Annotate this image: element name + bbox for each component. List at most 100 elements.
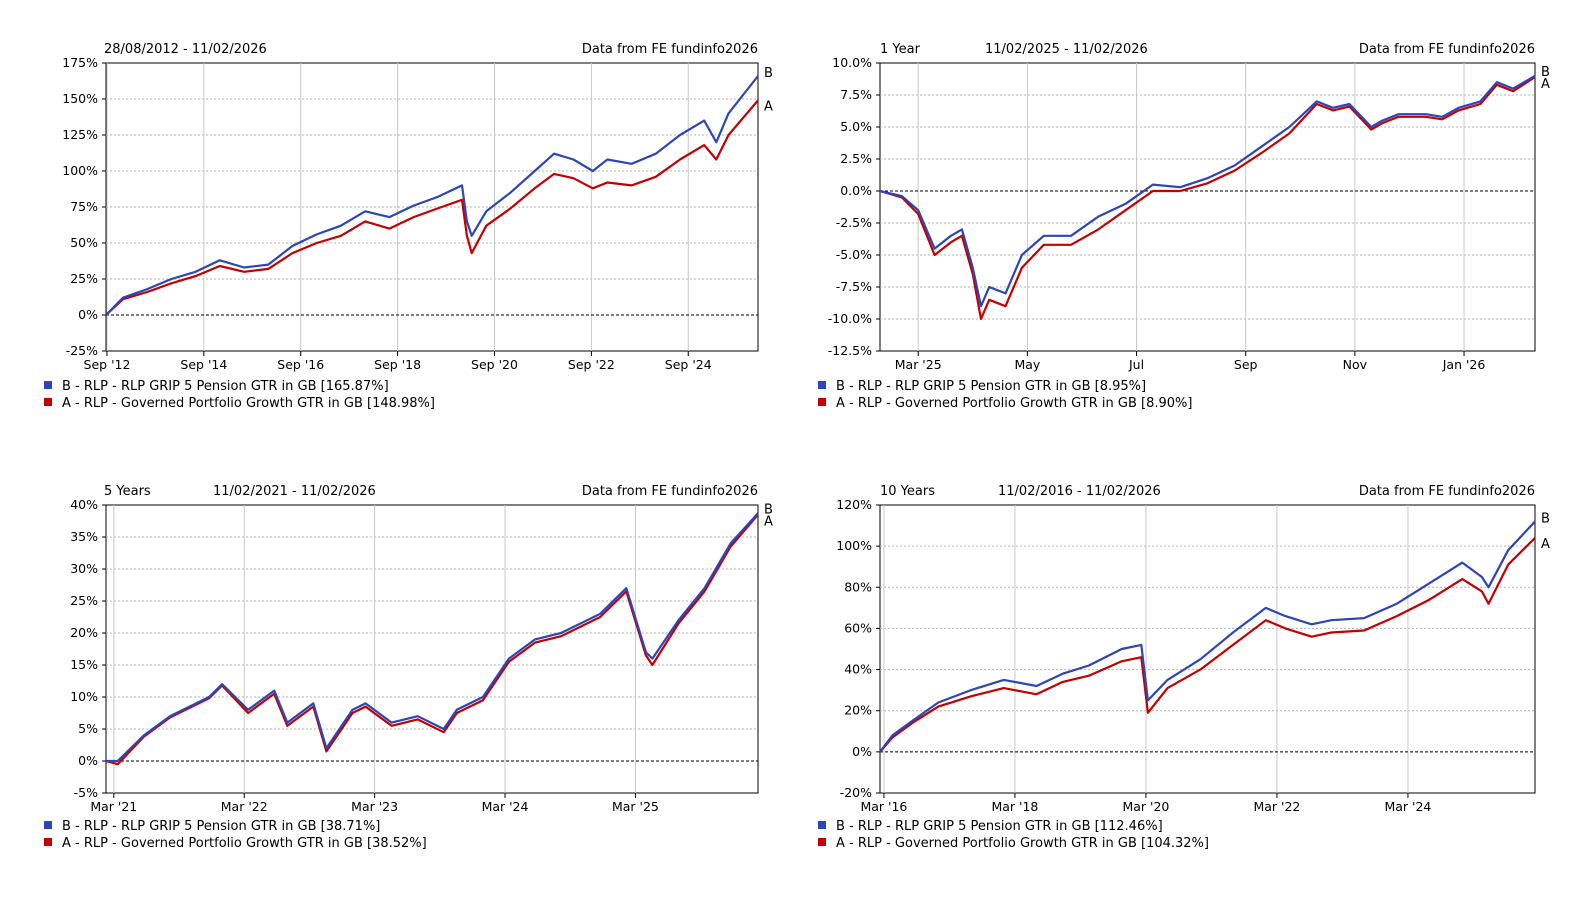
y-tick-label: 40% — [70, 497, 98, 512]
series-end-label-b: B — [1541, 511, 1550, 526]
series-end-label-a: A — [764, 514, 773, 529]
y-tick-label: 0.0% — [840, 183, 872, 198]
x-tick-label: Mar '20 — [1122, 799, 1169, 814]
y-tick-label: -25% — [66, 343, 98, 358]
date-range: 11/02/2016 - 11/02/2026 — [998, 484, 1161, 499]
date-range: 11/02/2025 - 11/02/2026 — [985, 42, 1148, 57]
series-end-label-a: A — [1541, 537, 1550, 552]
x-tick-label: Sep '16 — [277, 357, 324, 372]
chart-panel-1: 28/08/2012 - 11/02/2026 Data from FE fund… — [44, 42, 773, 411]
y-tick-label: 35% — [70, 529, 98, 544]
data-source-label: Data from FE fundinfo2026 — [582, 42, 758, 57]
y-tick-label: 20% — [70, 625, 98, 640]
date-range: 11/02/2021 - 11/02/2026 — [213, 484, 376, 499]
y-tick-label: 2.5% — [840, 151, 872, 166]
x-tick-label: Mar '25 — [612, 799, 659, 814]
series-line-b — [879, 74, 1536, 308]
legend-entry-b: B - RLP - RLP GRIP 5 Pension GTR in GB [… — [62, 819, 380, 834]
x-tick-label: Mar '22 — [1253, 799, 1300, 814]
legend-entry-b: B - RLP - RLP GRIP 5 Pension GTR in GB [… — [836, 819, 1163, 834]
period-label: 5 Years — [104, 484, 151, 499]
date-range: 28/08/2012 - 11/02/2026 — [104, 42, 267, 57]
y-tick-label: 25% — [70, 271, 98, 286]
series-line-b — [879, 520, 1536, 753]
y-tick-label: 15% — [70, 657, 98, 672]
y-tick-label: 5.0% — [840, 119, 872, 134]
x-tick-label: Mar '18 — [991, 799, 1038, 814]
series-line-a — [879, 76, 1536, 321]
x-tick-label: Sep '24 — [665, 357, 712, 372]
legend-swatch-a — [44, 398, 52, 406]
y-tick-label: 175% — [62, 55, 98, 70]
legend-swatch-a — [818, 398, 826, 406]
legend-swatch-b — [818, 821, 826, 829]
plot-frame — [879, 62, 1536, 352]
y-tick-label: 20% — [844, 703, 872, 718]
series-end-label-b: B — [1541, 65, 1550, 80]
y-tick-label: 100% — [62, 163, 98, 178]
y-tick-label: -5% — [74, 785, 98, 800]
x-tick-label: Mar '24 — [482, 799, 529, 814]
y-tick-label: -2.5% — [836, 215, 872, 230]
y-tick-label: -5.0% — [836, 247, 872, 262]
y-tick-label: 75% — [70, 199, 98, 214]
chart-panel-3: 5 Years 11/02/2021 - 11/02/2026 Data from … — [44, 484, 773, 851]
series-end-label-a: A — [1541, 77, 1550, 92]
y-tick-label: 0% — [78, 753, 98, 768]
x-tick-label: Mar '22 — [221, 799, 268, 814]
y-tick-label: 0% — [852, 744, 872, 759]
series-end-label-a: A — [764, 99, 773, 114]
y-tick-label: 30% — [70, 561, 98, 576]
x-tick-label: Sep — [1234, 357, 1258, 372]
y-tick-label: 10% — [70, 689, 98, 704]
y-tick-label: 10.0% — [832, 55, 872, 70]
y-tick-label: -20% — [840, 785, 872, 800]
legend-swatch-b — [44, 381, 52, 389]
chart-panel-2: 1 Year 11/02/2025 - 11/02/2026 Data from F… — [818, 42, 1550, 411]
y-tick-label: 80% — [844, 579, 872, 594]
legend-swatch-a — [44, 838, 52, 846]
y-tick-label: 7.5% — [840, 87, 872, 102]
plot-frame — [105, 504, 759, 794]
x-tick-label: Sep '14 — [180, 357, 227, 372]
y-tick-label: 50% — [70, 235, 98, 250]
series-line-b — [106, 512, 759, 763]
series-line-b — [105, 75, 759, 316]
x-tick-label: Mar '16 — [860, 799, 907, 814]
y-tick-label: 125% — [62, 127, 98, 142]
legend-entry-a: A - RLP - Governed Portfolio Growth GTR … — [836, 836, 1209, 851]
x-tick-label: Mar '21 — [90, 799, 137, 814]
x-tick-label: Sep '18 — [374, 357, 421, 372]
x-tick-label: Mar '24 — [1384, 799, 1431, 814]
y-tick-label: 120% — [836, 497, 872, 512]
series-end-label-b: B — [764, 66, 773, 81]
legend-swatch-b — [818, 381, 826, 389]
x-tick-label: May — [1014, 357, 1040, 372]
y-tick-label: 0% — [78, 307, 98, 322]
x-tick-label: Sep '22 — [568, 357, 615, 372]
data-source-label: Data from FE fundinfo2026 — [1359, 42, 1535, 57]
series-end-label-b: B — [764, 502, 773, 517]
x-tick-label: Mar '23 — [351, 799, 398, 814]
y-tick-label: -12.5% — [828, 343, 872, 358]
x-tick-label: Jul — [1128, 357, 1144, 372]
legend-entry-b: B - RLP - RLP GRIP 5 Pension GTR in GB [… — [62, 379, 389, 394]
x-tick-label: Mar '25 — [895, 357, 942, 372]
y-tick-label: 60% — [844, 620, 872, 635]
x-tick-label: Jan '26 — [1442, 357, 1486, 372]
y-tick-label: 25% — [70, 593, 98, 608]
legend-entry-b: B - RLP - RLP GRIP 5 Pension GTR in GB [… — [836, 379, 1146, 394]
period-label: 1 Year — [880, 42, 921, 57]
x-tick-label: Sep '12 — [84, 357, 131, 372]
chart-panel-4: 10 Years 11/02/2016 - 11/02/2026 Data from… — [818, 484, 1550, 851]
y-tick-label: -7.5% — [836, 279, 872, 294]
legend-swatch-b — [44, 821, 52, 829]
legend-swatch-a — [818, 838, 826, 846]
legend-entry-a: A - RLP - Governed Portfolio Growth GTR … — [62, 396, 435, 411]
data-source-label: Data from FE fundinfo2026 — [582, 484, 758, 499]
y-tick-label: 40% — [844, 662, 872, 677]
y-tick-label: 100% — [836, 538, 872, 553]
y-tick-label: 5% — [78, 721, 98, 736]
legend-entry-a: A - RLP - Governed Portfolio Growth GTR … — [62, 836, 427, 851]
